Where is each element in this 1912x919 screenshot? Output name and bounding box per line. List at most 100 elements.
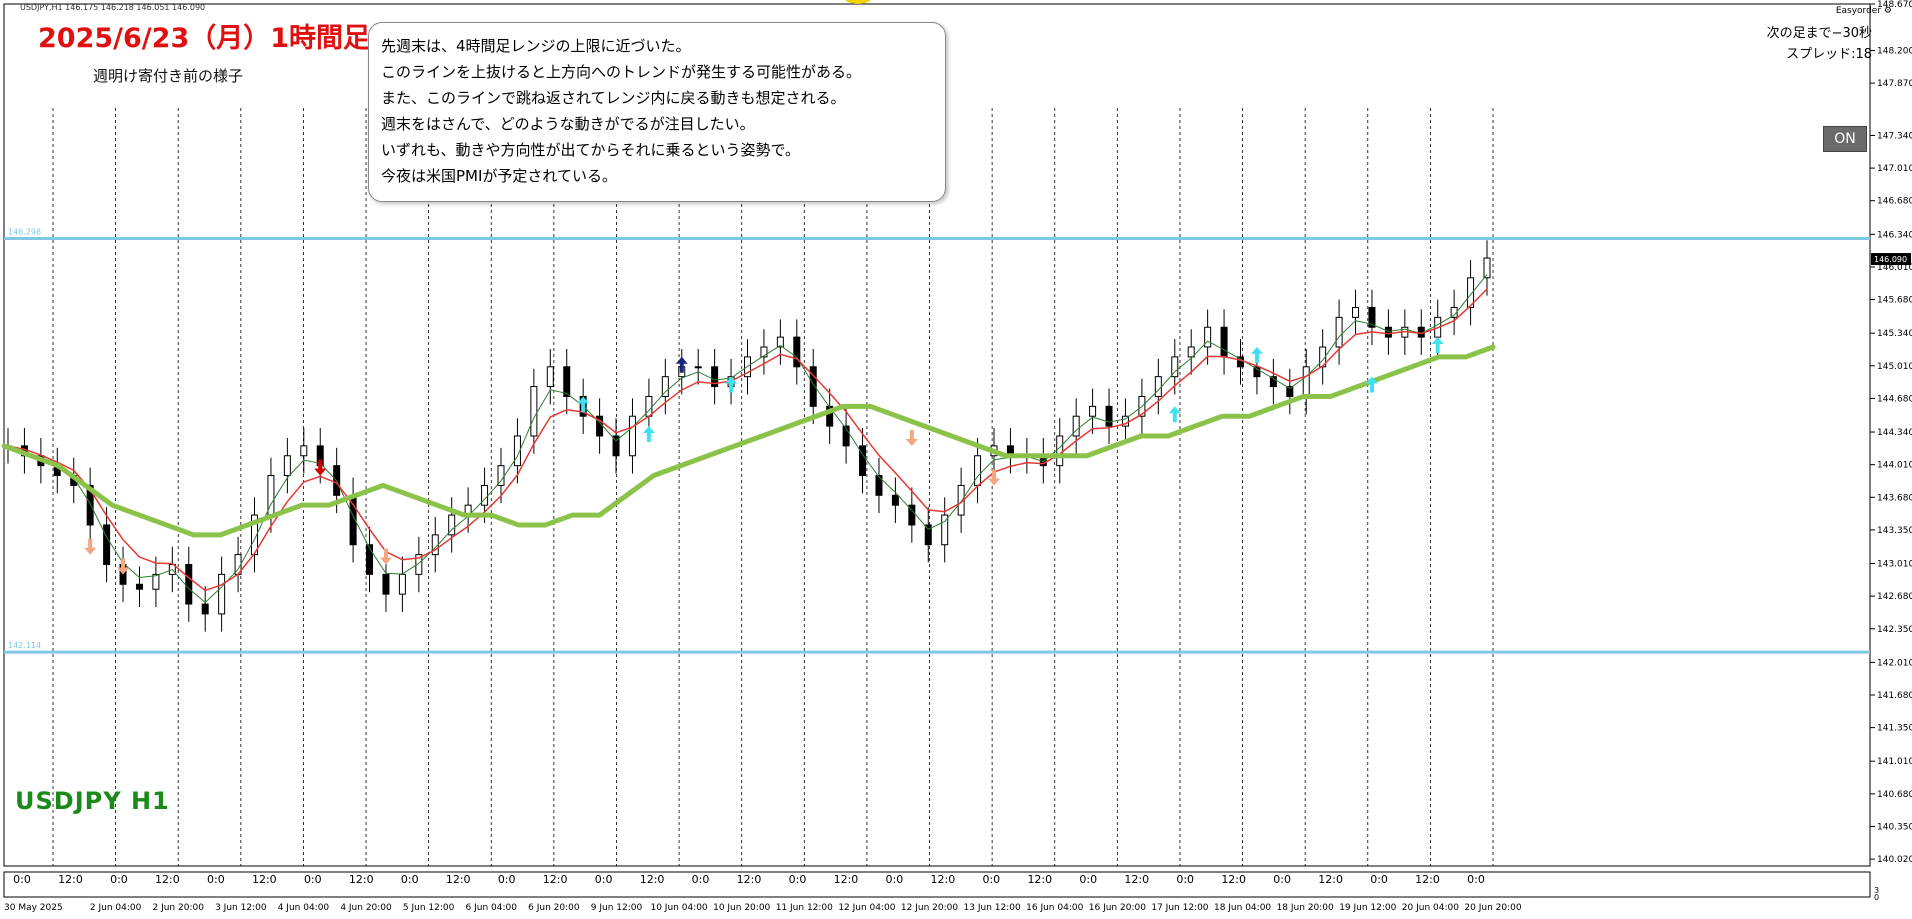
candle-body <box>842 425 850 447</box>
signal-arrow-up-icon <box>1431 337 1444 354</box>
y-axis-label: 141.010 <box>1877 757 1912 767</box>
sub-window-time-label: 0:0 <box>498 873 516 886</box>
toolbar-indicator-dot <box>843 0 873 4</box>
candle-body <box>300 445 308 457</box>
comment-line: 先週末は、4時間足レンジの上限に近づいた。 <box>381 37 691 55</box>
x-axis-date-label: 6 Jun 20:00 <box>528 903 580 913</box>
y-axis-label: 148.670 <box>1877 0 1912 10</box>
x-axis-date-label: 20 Jun 20:00 <box>1464 903 1521 913</box>
signal-arrow-up-icon <box>725 376 738 393</box>
x-axis-date-label: 18 Jun 20:00 <box>1277 903 1334 913</box>
sub-window-time-label: 12:0 <box>155 873 180 886</box>
candle-body <box>366 544 374 575</box>
candle-body <box>694 366 702 369</box>
x-axis-date-label: 3 Jun 12:00 <box>215 903 267 913</box>
candle-body <box>1302 366 1310 397</box>
y-axis-label: 140.020 <box>1877 855 1912 865</box>
y-axis-label: 145.010 <box>1877 362 1912 372</box>
x-axis-date-label: 16 Jun 20:00 <box>1089 903 1146 913</box>
ma-fast-line <box>7 288 1488 592</box>
spread-display: スプレッド:18 <box>1786 47 1872 62</box>
signal-arrow-up-icon <box>577 396 590 413</box>
sub-window-time-label: 0:0 <box>595 873 613 886</box>
candle-body <box>1269 376 1277 388</box>
x-axis-date-label: 11 Jun 12:00 <box>776 903 833 913</box>
candle-body <box>760 346 768 358</box>
sub-window-time-label: 12:0 <box>640 873 665 886</box>
candle-body <box>974 455 982 486</box>
easyorder-label[interactable]: Easyorder ⚙ <box>1836 6 1892 16</box>
y-axis-label: 144.680 <box>1877 394 1912 404</box>
current-price-label: 146.090 <box>1874 255 1907 264</box>
sub-axis-label: 3 <box>1874 886 1879 895</box>
sub-window-time-label: 0:0 <box>207 873 225 886</box>
candle-body <box>415 554 423 575</box>
sub-window-time-label: 0:0 <box>692 873 710 886</box>
level-line-label: 146.298 <box>8 227 41 236</box>
candle-body <box>908 504 916 526</box>
y-axis-label: 145.340 <box>1877 329 1912 339</box>
candle-body <box>185 563 193 605</box>
candle-body <box>1467 277 1475 308</box>
x-axis-date-label: 2 Jun 04:00 <box>90 903 142 913</box>
y-axis-label: 142.350 <box>1877 625 1912 635</box>
y-axis-label: 141.350 <box>1877 724 1912 734</box>
candle-body <box>481 484 489 506</box>
candle-body <box>1187 346 1195 358</box>
signal-arrow-up-icon <box>675 356 688 373</box>
settings-icon[interactable]: ⚙ <box>1883 6 1892 16</box>
signal-arrow-up-icon <box>642 425 655 442</box>
sub-window-time-label: 12:0 <box>58 873 83 886</box>
y-axis-label: 147.010 <box>1877 164 1912 174</box>
candle-body <box>891 494 899 506</box>
sub-window-time-label: 0:0 <box>1370 873 1388 886</box>
x-axis-date-label: 10 Jun 20:00 <box>713 903 770 913</box>
on-toggle-button[interactable]: ON <box>1823 126 1867 152</box>
signal-arrow-down-icon <box>84 538 97 555</box>
sub-window-time-label: 12:0 <box>446 873 471 886</box>
easyorder-text: Easyorder <box>1835 6 1882 16</box>
signal-arrow-down-icon <box>379 548 392 565</box>
candle-body <box>1220 326 1228 358</box>
candle-body <box>612 435 620 457</box>
y-axis-label: 147.870 <box>1877 79 1912 89</box>
x-axis-date-label: 6 Jun 04:00 <box>466 903 518 913</box>
ma-mid-line <box>7 274 1488 604</box>
candle-body <box>645 395 653 417</box>
x-axis-date-label: 12 Jun 20:00 <box>901 903 958 913</box>
x-axis-date-label: 10 Jun 04:00 <box>650 903 707 913</box>
sub-window-time-label: 12:0 <box>1415 873 1440 886</box>
candle-body <box>1450 306 1458 318</box>
sub-window-time-label: 0:0 <box>304 873 322 886</box>
candle-body <box>135 583 143 590</box>
candle-body <box>1483 257 1491 279</box>
y-axis-label: 145.680 <box>1877 296 1912 306</box>
candle-body <box>546 366 554 388</box>
candle-body <box>1384 326 1392 338</box>
y-axis-label: 140.350 <box>1877 822 1912 832</box>
sub-axis-label: 0 <box>1874 893 1879 902</box>
candle-body <box>382 573 390 595</box>
sub-window-time-label: 0:0 <box>1273 873 1291 886</box>
x-axis-date-label: 17 Jun 12:00 <box>1151 903 1208 913</box>
sub-window-time-label: 12:0 <box>543 873 568 886</box>
candle-body <box>1352 306 1360 318</box>
annotation-title: 2025/6/23（月）1時間足 <box>38 23 371 54</box>
x-axis-date-label: 5 Jun 12:00 <box>403 903 455 913</box>
candle-body <box>1154 376 1162 397</box>
x-axis-date-label: 20 Jun 04:00 <box>1402 903 1459 913</box>
candle-body <box>86 484 94 526</box>
candle-body <box>218 573 226 615</box>
symbol-timeframe-label: USDJPY H1 <box>15 787 170 815</box>
sub-window-time-label: 12:0 <box>1027 873 1052 886</box>
candle-body <box>859 445 867 477</box>
sub-window-time-label: 12:0 <box>252 873 277 886</box>
sub-window-time-label: 12:0 <box>931 873 956 886</box>
sub-window-time-label: 0:0 <box>789 873 807 886</box>
comment-line: 今夜は米国PMIが予定されている。 <box>381 167 617 185</box>
y-axis-label: 148.200 <box>1877 46 1912 56</box>
candle-body <box>661 376 669 397</box>
candle-body <box>563 366 571 397</box>
